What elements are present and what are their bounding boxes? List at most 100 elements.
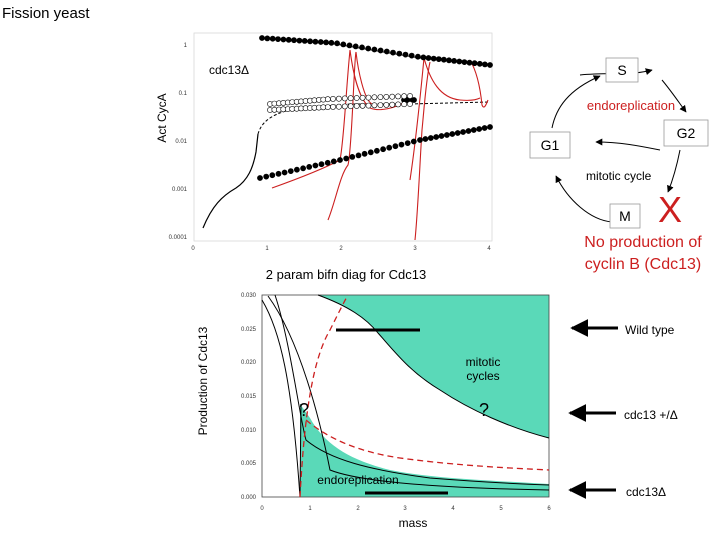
lower-stable-dot	[330, 158, 337, 165]
top-y-tick-0.0001: 0.0001	[169, 235, 188, 241]
unstable-open-dot	[371, 102, 378, 109]
unstable-open-dot	[377, 102, 384, 108]
upper-stable-dot	[383, 48, 390, 55]
lower-stable-dot	[417, 137, 423, 143]
s-g2-arc-arrow	[661, 79, 687, 113]
unstable-open-dot	[341, 95, 348, 102]
mitotic-cycle-label: mitotic cycle	[586, 169, 652, 183]
unstable-open-dot	[407, 93, 413, 99]
unstable-open-dot	[347, 95, 354, 102]
unstable-open-dot	[389, 93, 396, 100]
unstable-open-dot	[359, 102, 366, 109]
top-chart-ylabel: Act CycA	[155, 93, 169, 142]
phase-m-label: M	[619, 208, 631, 224]
cell-cycle-diagram: S G1 G2 M endoreplication mitotic cycle …	[529, 57, 709, 230]
bottom-chart-x-ticks: 0 1 2 3 4 5 6	[260, 506, 551, 512]
top-x-tick-0: 0	[191, 246, 195, 252]
unstable-open-dot	[407, 101, 413, 107]
bottom-bifurcation-chart: 2 param bifn diag for Cdc13 Production o…	[196, 267, 551, 530]
phase-g2-label: G2	[677, 125, 696, 141]
question-mark-right: ?	[479, 400, 489, 420]
lower-stable-dot	[443, 132, 450, 138]
lower-stable-dot	[318, 161, 325, 168]
red-dashed-2	[305, 419, 550, 471]
bottom-chart-title: 2 param bifn diag for Cdc13	[266, 267, 426, 282]
upper-stable-dot	[340, 41, 347, 48]
lower-stable-dot	[476, 126, 483, 132]
bottom-y-tick-0.010: 0.010	[241, 428, 257, 434]
g1-to-s-arrow	[551, 75, 601, 129]
bottom-red-dashed-curves	[299, 294, 550, 498]
lower-stable-dot	[380, 146, 386, 153]
lower-stable-dot	[361, 150, 368, 157]
bottom-x-tick-4: 4	[451, 506, 455, 512]
slide-title: Fission yeast	[2, 5, 90, 22]
upper-stable-dot	[402, 51, 409, 58]
bottom-chart-ylabel: Production of Cdc13	[196, 326, 210, 435]
upper-stable-dot	[414, 53, 421, 60]
lower-stable-dot	[306, 163, 313, 170]
bottom-x-tick-1: 1	[308, 506, 312, 512]
phase-s-label: S	[617, 62, 626, 78]
teal-region-lower	[300, 404, 549, 497]
no-production-note: No production of cyclin B (Cdc13)	[568, 232, 718, 276]
g2-to-g1-arrow	[595, 138, 661, 151]
junction-dot	[411, 97, 417, 103]
top-lower-branch-curve	[202, 133, 259, 229]
top-open-branch-dots	[267, 93, 413, 113]
bottom-chart-frame	[261, 294, 550, 498]
lower-stable-dot	[281, 169, 288, 176]
bottom-y-tick-0.025: 0.025	[241, 327, 257, 333]
g2-to-m-arrow	[667, 149, 681, 193]
red-trajectory-3	[409, 57, 481, 181]
top-dashed-branch-right	[409, 101, 491, 105]
lower-stable-dot	[422, 136, 429, 142]
unstable-open-dot	[401, 101, 407, 108]
top-x-tick-1: 1	[265, 246, 269, 252]
top-chart-annotation-cdc13: cdc13Δ	[209, 63, 249, 77]
question-mark-left: ?	[299, 400, 309, 420]
unstable-open-dot	[365, 102, 372, 109]
bottom-x-tick-2: 2	[356, 506, 360, 512]
bottom-boundary-curves	[261, 294, 550, 498]
phase-g1-label: G1	[541, 137, 560, 153]
lower-stable-dot	[487, 124, 493, 130]
phase-s-box	[605, 57, 639, 83]
red-trajectory-4	[414, 61, 431, 241]
phase-m-box	[609, 203, 641, 229]
unstable-open-dot	[383, 102, 390, 108]
top-stable-branch-dots	[257, 35, 493, 181]
unstable-open-dot	[353, 95, 360, 101]
upper-stable-dot	[334, 40, 340, 47]
upper-stable-dot	[390, 49, 396, 56]
unstable-open-dot	[359, 94, 366, 101]
unstable-open-dot	[341, 103, 348, 110]
unstable-open-dot	[365, 94, 372, 101]
lower-stable-dot	[337, 157, 343, 163]
boundary-curve-2	[267, 295, 550, 491]
bottom-x-tick-5: 5	[499, 506, 503, 512]
upper-stable-dot	[365, 45, 372, 52]
unstable-open-dot	[395, 93, 401, 100]
lower-stable-dot	[287, 168, 294, 174]
top-bifurcation-chart: 1 0.1 0.01 0.001 0.0001 0 1 2 3 4 Act Cy…	[155, 32, 493, 252]
upper-stable-dot	[408, 52, 415, 59]
lower-stable-dot	[438, 133, 445, 139]
upper-stable-dot	[487, 62, 493, 68]
lower-stable-dot	[343, 155, 350, 162]
top-chart-y-ticks: 1 0.1 0.01 0.001 0.0001	[169, 43, 188, 241]
lower-stable-dot	[257, 175, 263, 181]
unstable-open-dot	[377, 94, 384, 100]
upper-stable-dot	[352, 43, 359, 50]
lower-stable-dot	[263, 173, 270, 180]
lower-stable-dot	[312, 162, 319, 169]
upper-stable-dot	[328, 39, 335, 46]
endoreplication-label: endoreplication	[587, 98, 675, 113]
lower-stable-dot	[386, 144, 393, 151]
bottom-y-tick-0.000: 0.000	[241, 495, 257, 501]
unstable-open-dot	[389, 101, 396, 108]
top-chart-x-ticks: 0 1 2 3 4	[191, 246, 491, 252]
boundary-curve-upper	[317, 294, 550, 439]
bottom-chart-y-ticks: 0.030 0.025 0.020 0.015 0.010 0.005 0.00…	[241, 293, 257, 501]
